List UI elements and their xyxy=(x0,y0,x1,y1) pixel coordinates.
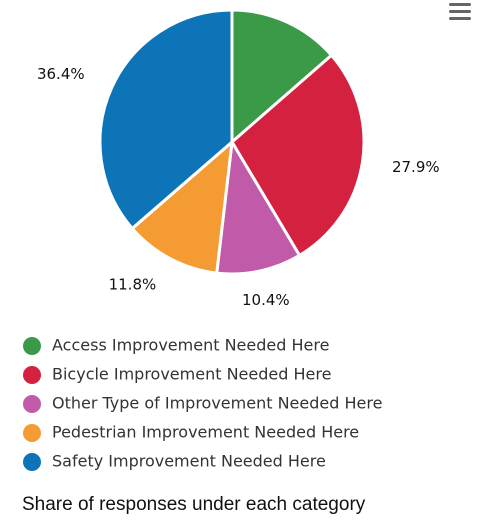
data-label: 10.4% xyxy=(242,291,290,309)
pie-slice xyxy=(130,140,234,275)
legend-marker xyxy=(23,366,41,384)
legend-label: Safety Improvement Needed Here xyxy=(52,452,326,471)
pie-slice xyxy=(98,8,234,230)
caption: Share of responses under each category xyxy=(22,494,366,515)
menu-line xyxy=(449,3,471,6)
legend-label: Pedestrian Improvement Needed Here xyxy=(52,423,359,442)
pie-slice xyxy=(215,140,301,276)
legend-label: Access Improvement Needed Here xyxy=(52,336,329,355)
menu-line xyxy=(449,17,471,20)
menu-button[interactable] xyxy=(446,0,474,26)
pie-slice xyxy=(230,53,366,257)
menu-line xyxy=(449,10,471,13)
data-label: 27.9% xyxy=(392,158,440,176)
data-label: 36.4% xyxy=(37,65,85,83)
data-label: 11.8% xyxy=(109,276,157,294)
legend-label: Other Type of Improvement Needed Here xyxy=(52,394,382,413)
data-label: 13.6% xyxy=(299,0,347,3)
legend-marker xyxy=(23,395,41,413)
pie-slice xyxy=(230,8,333,144)
legend-marker xyxy=(23,453,41,471)
legend-label: Bicycle Improvement Needed Here xyxy=(52,365,331,384)
legend-marker xyxy=(23,337,41,355)
legend-marker xyxy=(23,424,41,442)
